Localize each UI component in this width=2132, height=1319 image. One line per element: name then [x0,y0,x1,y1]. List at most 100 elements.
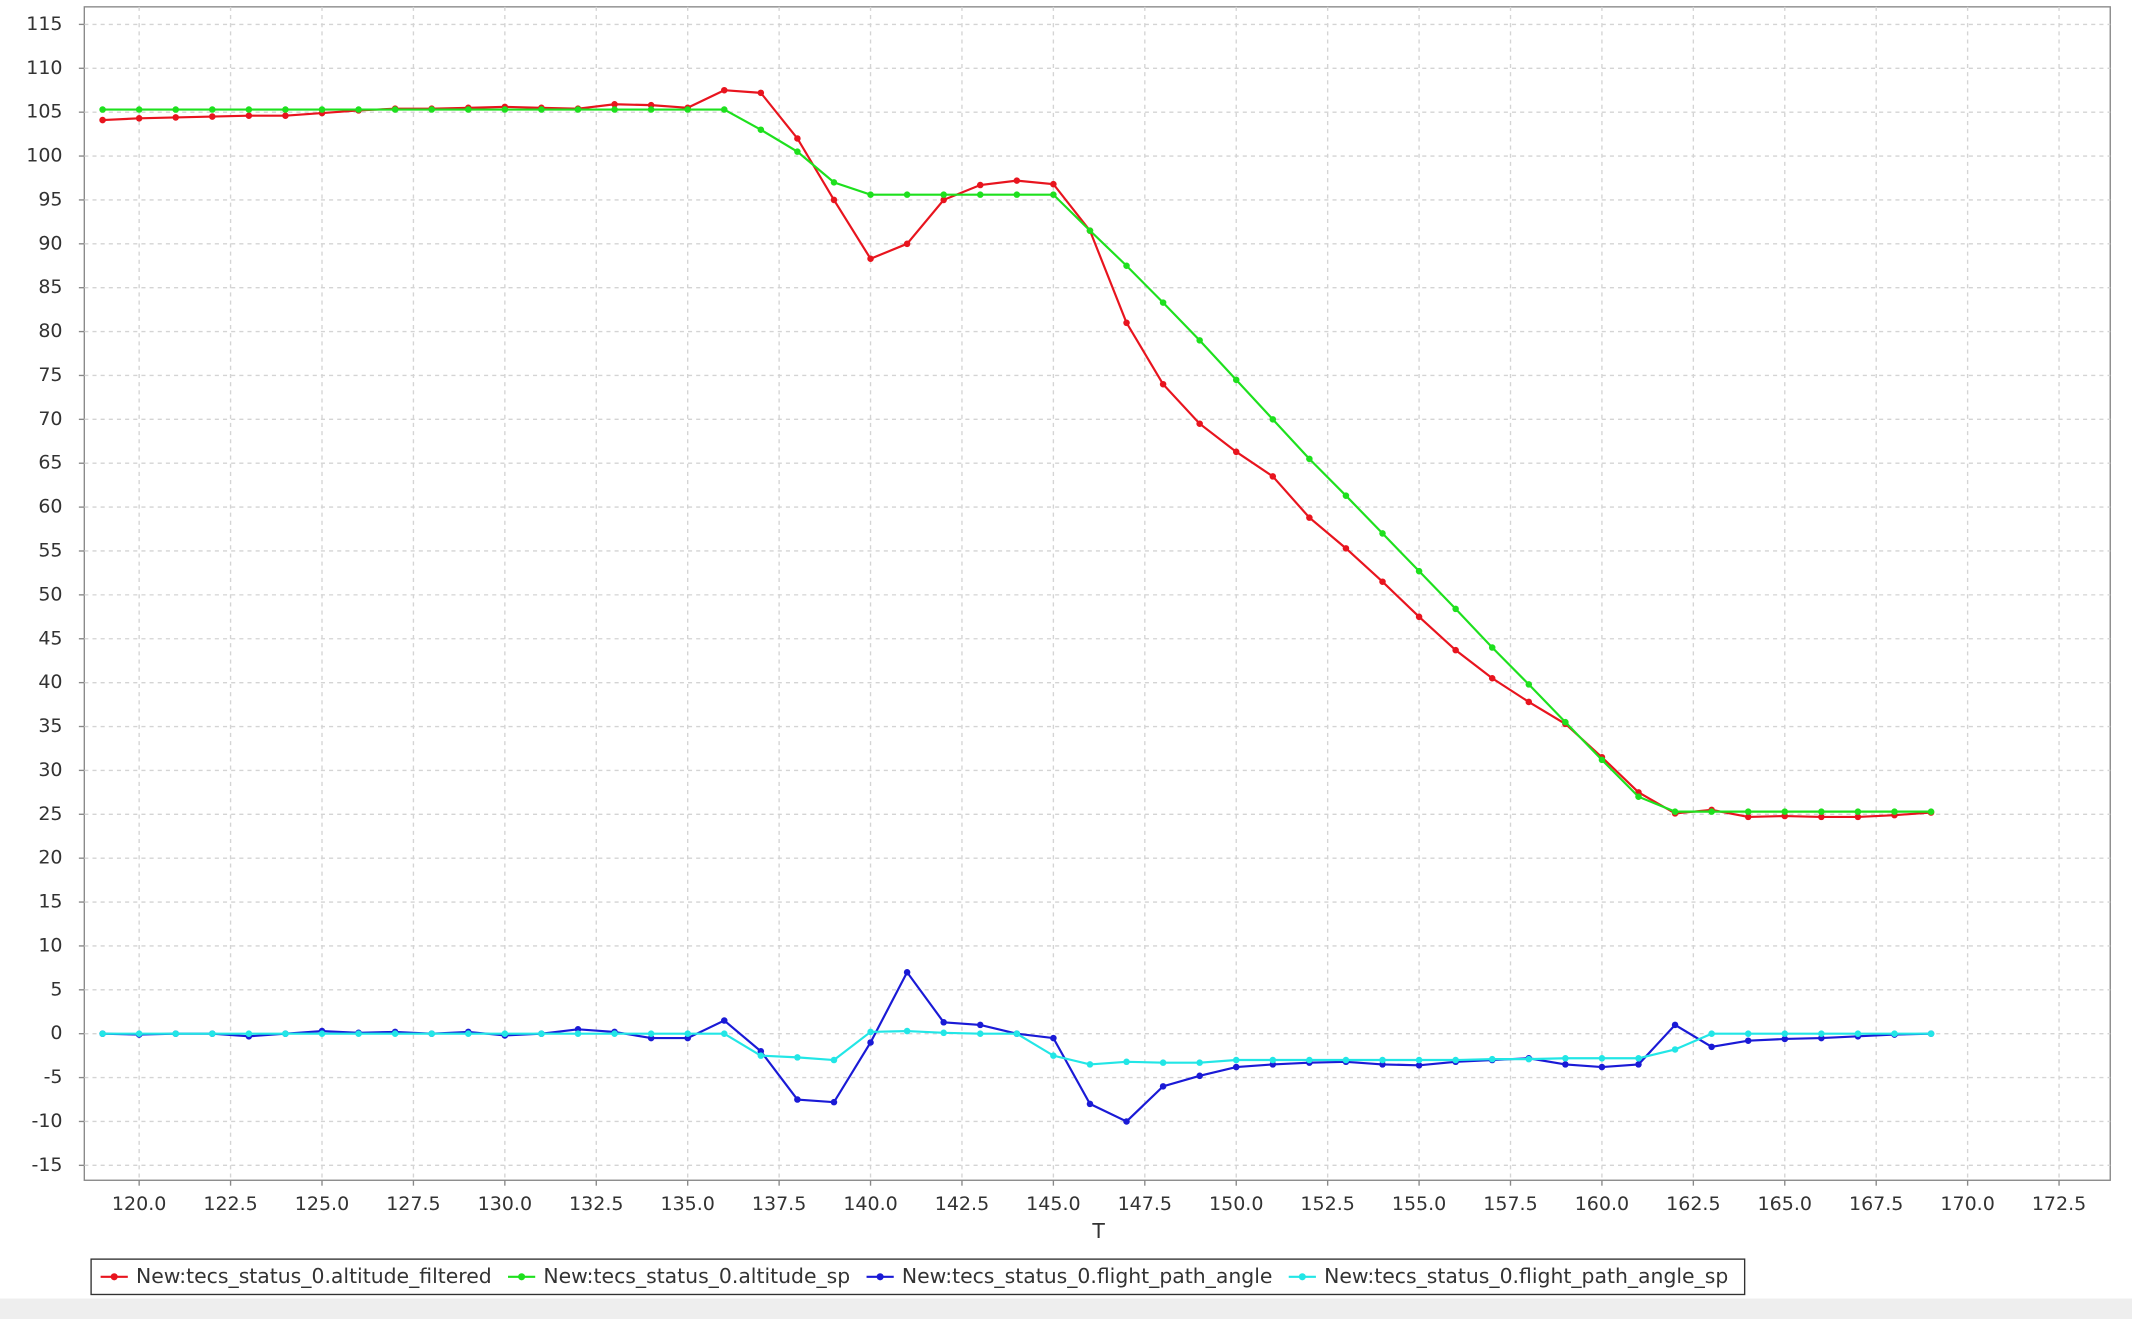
data-point [1159,380,1167,388]
data-point [1269,1056,1277,1064]
data-point [282,106,289,113]
x-tick-label: 145.0 [1026,1193,1080,1215]
legend-label: New:tecs_status_0.flight_path_angle_sp [1324,1264,1728,1288]
data-point [1781,1030,1789,1037]
footer-strip [0,1298,2132,1319]
y-tick-label: 85 [38,276,62,298]
data-point [1854,1030,1862,1037]
data-point [903,240,911,248]
x-tick-label: 122.5 [203,1193,257,1215]
data-point [1013,1030,1021,1037]
data-point [940,191,947,198]
legend-items: New:tecs_status_0.altitude_filtered New:t… [100,1264,1728,1288]
data-point [1488,1055,1496,1063]
data-point [794,135,801,142]
plot-area [83,6,2111,1181]
data-point [940,196,947,204]
legend-marker [518,1273,526,1281]
data-point [721,106,728,113]
data-point [355,1030,362,1037]
data-point [757,126,765,133]
data-point [1379,530,1386,537]
data-point [903,191,911,198]
data-point [647,1030,655,1037]
data-point [794,1096,801,1103]
y-tick-label: -15 [31,1154,62,1176]
data-point [1744,808,1752,815]
data-point [1306,514,1313,521]
legend-label: New:tecs_status_0.altitude_filtered [136,1264,492,1288]
data-point [940,1019,947,1026]
data-point [1086,1061,1094,1068]
x-tick-label: 150.0 [1209,1193,1263,1215]
data-point [1525,698,1533,706]
data-point [1123,262,1130,270]
y-tick-label: 65 [38,452,62,474]
data-point [1525,1055,1533,1063]
data-point [794,148,801,155]
y-tick-label: 20 [38,847,62,869]
legend-label: New:tecs_status_0.flight_path_angle [902,1264,1273,1288]
data-point [1232,1056,1240,1064]
data-point [1342,492,1350,499]
data-point [976,181,984,189]
x-tick-label: 140.0 [843,1193,897,1215]
data-point [1123,1118,1130,1125]
lines [99,86,1935,1125]
x-tick-label: 147.5 [1118,1193,1172,1215]
data-point [976,1021,984,1029]
data-point [721,86,728,94]
data-point [465,1030,472,1037]
data-point [1306,455,1313,463]
data-point [245,112,253,119]
data-point [1269,416,1277,423]
data-point [245,1030,253,1037]
data-point [209,1030,216,1037]
y-tick-label: 45 [38,627,62,649]
data-point [721,1017,728,1024]
data-point [209,106,216,113]
y-tick-label: -5 [44,1066,63,1088]
data-point [830,196,838,204]
data-point [428,1030,435,1037]
x-tick-label: 127.5 [386,1193,440,1215]
data-point [1744,1030,1752,1037]
data-point [1123,1058,1130,1066]
data-point [830,1056,838,1064]
legend-label: New:tecs_status_0.altitude_sp [543,1264,850,1288]
data-point [611,106,618,113]
y-tick-label: 80 [38,320,62,342]
data-point [1891,808,1898,815]
x-tick-label: 137.5 [752,1193,806,1215]
y-tick-label: 30 [38,759,62,781]
data-point [1781,808,1789,815]
y-tick-label: 70 [38,408,62,430]
x-tick-label: 172.5 [2032,1193,2086,1215]
data-point [391,1030,399,1037]
data-point [1013,191,1021,198]
data-point [867,255,874,262]
y-tick-label: 115 [26,13,62,35]
data-point [940,1029,947,1037]
data-point [1452,646,1459,654]
data-point [976,191,984,198]
y-tick-label: 15 [38,891,62,913]
data-point [355,106,362,113]
x-tick-label: 125.0 [295,1193,349,1215]
y-tick-label: 40 [38,671,62,693]
data-point [1086,1100,1094,1108]
legend-marker [110,1273,118,1281]
data-point [172,1030,179,1037]
y-tick-label: 25 [38,803,62,825]
data-point [1379,578,1386,585]
x-tick-label: 152.5 [1300,1193,1354,1215]
data-point [318,106,326,113]
data-point [172,114,179,121]
y-tick-label: 75 [38,364,62,386]
y-tick-label: 5 [50,978,62,1000]
y-tick-label: -10 [31,1110,62,1132]
data-point [245,106,253,113]
y-tick-label: 105 [26,101,62,123]
